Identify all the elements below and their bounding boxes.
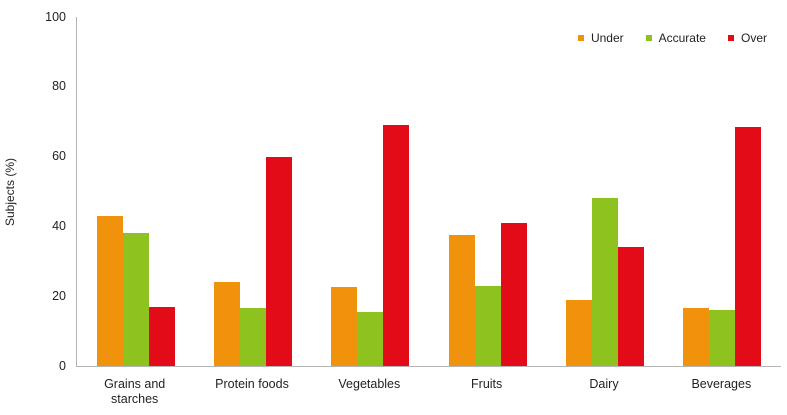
bar-over-grains-and-starches bbox=[148, 306, 175, 366]
y-tick-label-20: 20 bbox=[52, 288, 66, 303]
y-axis-title: Subjects (%) bbox=[3, 157, 17, 227]
bar-over-beverages bbox=[735, 126, 762, 366]
bar-accurate-beverages bbox=[709, 310, 736, 366]
legend-label-under: Under bbox=[590, 31, 624, 45]
bar-accurate-grains-and-starches bbox=[122, 233, 149, 366]
category-label-vegetables: Vegetables bbox=[338, 377, 401, 391]
y-tick-label-0: 0 bbox=[59, 358, 66, 373]
bar-group-beverages bbox=[664, 17, 781, 366]
category-label-fruits: Fruits bbox=[471, 377, 503, 391]
bar-accurate-vegetables bbox=[357, 311, 384, 366]
bar-over-vegetables bbox=[383, 125, 410, 366]
legend-item-under: Under bbox=[577, 31, 624, 45]
legend-item-accurate: Accurate bbox=[645, 31, 706, 45]
category-label-beverages: Beverages bbox=[691, 377, 752, 391]
bar-under-dairy bbox=[565, 299, 592, 366]
bar-over-fruits bbox=[500, 222, 527, 366]
bar-over-dairy bbox=[617, 247, 644, 366]
bar-over-protein-foods bbox=[265, 156, 292, 366]
y-tick-label-40: 40 bbox=[52, 218, 66, 233]
bar-group-grains-and-starches bbox=[77, 17, 194, 366]
bar-under-fruits bbox=[448, 235, 475, 366]
bar-group-vegetables bbox=[312, 17, 429, 366]
bar-under-vegetables bbox=[331, 287, 358, 366]
bar-under-protein-foods bbox=[213, 282, 240, 366]
legend-swatch-under bbox=[577, 35, 584, 41]
category-label-dairy: Dairy bbox=[589, 377, 619, 391]
bar-accurate-protein-foods bbox=[239, 308, 266, 366]
plot-area bbox=[76, 17, 781, 367]
legend: Under Accurate Over bbox=[577, 31, 767, 45]
bar-group-fruits bbox=[429, 17, 546, 366]
y-tick-label-80: 80 bbox=[52, 79, 66, 94]
bar-under-grains-and-starches bbox=[96, 215, 123, 366]
bar-group-dairy bbox=[546, 17, 663, 366]
bar-group-protein-foods bbox=[194, 17, 311, 366]
bar-accurate-fruits bbox=[474, 285, 501, 366]
legend-label-accurate: Accurate bbox=[658, 31, 706, 45]
legend-item-over: Over bbox=[727, 31, 767, 45]
legend-label-over: Over bbox=[740, 31, 767, 45]
legend-swatch-accurate bbox=[645, 35, 652, 41]
y-tick-label-60: 60 bbox=[52, 149, 66, 164]
bar-accurate-dairy bbox=[591, 198, 618, 366]
legend-swatch-over bbox=[727, 35, 734, 41]
bar-under-beverages bbox=[683, 308, 710, 366]
category-label-protein-foods: Protein foods bbox=[215, 377, 289, 391]
y-tick-label-100: 100 bbox=[45, 9, 66, 24]
category-label-grains-and-starches: Grains and starches bbox=[104, 377, 166, 406]
